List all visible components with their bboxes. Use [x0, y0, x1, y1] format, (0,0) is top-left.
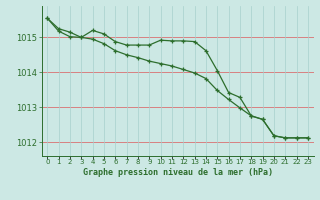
X-axis label: Graphe pression niveau de la mer (hPa): Graphe pression niveau de la mer (hPa): [83, 168, 273, 177]
